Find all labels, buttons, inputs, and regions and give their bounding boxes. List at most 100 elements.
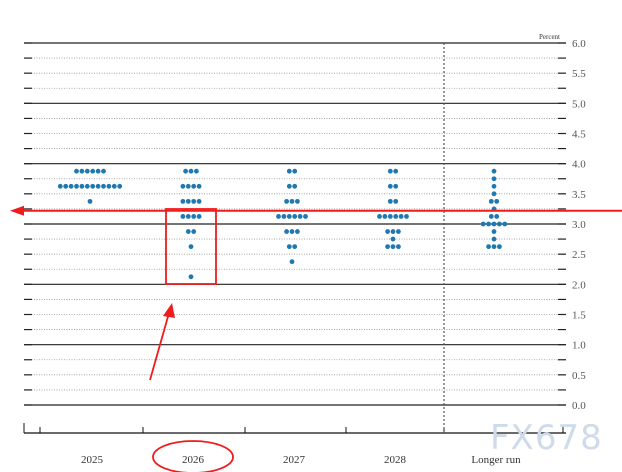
- dot: [502, 221, 508, 227]
- dot: [295, 229, 300, 234]
- dot: [491, 176, 497, 182]
- dot: [390, 236, 396, 242]
- dot: [191, 183, 197, 189]
- dot: [191, 214, 197, 219]
- dot: [286, 214, 292, 219]
- dot: [289, 229, 295, 234]
- dot: [196, 183, 202, 189]
- dot: [79, 168, 85, 174]
- dot: [180, 214, 186, 219]
- dot: [494, 214, 500, 219]
- dot: [488, 198, 494, 204]
- x-tick-label: 2025: [81, 454, 104, 466]
- y-tick-label: 3.5: [572, 189, 586, 201]
- dot: [297, 214, 303, 219]
- dot: [393, 198, 399, 204]
- dot: [292, 244, 298, 250]
- dot: [295, 198, 300, 204]
- dot: [90, 183, 96, 189]
- x-tick-label: Longer run: [471, 454, 521, 466]
- dot: [284, 229, 289, 234]
- dot: [292, 168, 298, 174]
- dot: [491, 244, 497, 250]
- dot: [377, 214, 382, 219]
- dot: [79, 183, 85, 189]
- dot: [387, 198, 393, 204]
- dot: [84, 168, 90, 174]
- y-tick-label: 1.5: [572, 310, 586, 322]
- y-tick-label: 5.5: [572, 68, 586, 80]
- dot: [183, 168, 189, 174]
- dot: [396, 229, 401, 234]
- arrow-shaft: [149, 312, 170, 381]
- y-tick-label: 0.5: [572, 370, 586, 382]
- dot: [286, 244, 292, 250]
- dot: [284, 198, 289, 204]
- dot: [74, 168, 79, 174]
- y-tick-label: 0.0: [572, 400, 586, 412]
- dot: [74, 183, 79, 189]
- y-tick-label: 6.0: [572, 38, 586, 50]
- dot: [180, 198, 186, 204]
- dot: [491, 191, 497, 197]
- y-tick-label: 2.5: [572, 249, 586, 261]
- dot: [286, 168, 292, 174]
- dot: [106, 183, 112, 189]
- dot: [387, 183, 393, 189]
- dot: [87, 198, 93, 204]
- dot: [194, 168, 199, 174]
- dot: [491, 236, 497, 242]
- highlight-box-2026: [165, 208, 217, 285]
- dot: [185, 198, 191, 204]
- arrowhead-left: [10, 205, 24, 216]
- dot: [491, 229, 497, 234]
- arrowhead-up: [163, 303, 175, 318]
- dot: [480, 221, 486, 227]
- dot: [387, 214, 393, 219]
- dot: [393, 168, 399, 174]
- dot: [404, 214, 409, 219]
- x-tick-label: 2027: [283, 454, 306, 466]
- x-tick-label: 2026: [182, 454, 205, 466]
- dot: [185, 183, 191, 189]
- dot: [491, 221, 497, 227]
- dot: [387, 168, 393, 174]
- dot: [289, 259, 295, 265]
- dot: [185, 214, 191, 219]
- dot: [188, 274, 194, 280]
- y-tick-label: 4.5: [572, 129, 586, 141]
- dot: [84, 183, 90, 189]
- dot: [188, 168, 194, 174]
- x-tick-label: 2028: [384, 454, 407, 466]
- dot: [491, 168, 497, 174]
- y-axis-label: Percent: [539, 33, 560, 41]
- dot: [101, 183, 106, 189]
- dot: [292, 183, 298, 189]
- dot: [390, 229, 396, 234]
- dot: [289, 198, 295, 204]
- dot: [292, 214, 298, 219]
- dot: [286, 183, 292, 189]
- dot: [497, 244, 502, 250]
- dot: [398, 214, 404, 219]
- dot: [111, 183, 117, 189]
- dot: [303, 214, 308, 219]
- dot: [63, 183, 69, 189]
- dot: [393, 183, 399, 189]
- y-tick-label: 4.0: [572, 159, 586, 171]
- dot: [191, 198, 197, 204]
- dot: [491, 183, 497, 189]
- dot: [95, 168, 101, 174]
- dot: [494, 198, 500, 204]
- dot: [180, 183, 186, 189]
- dot: [281, 214, 287, 219]
- dot: [390, 244, 396, 250]
- dot: [385, 229, 390, 234]
- y-tick-label: 5.0: [572, 98, 586, 110]
- dot: [68, 183, 74, 189]
- dot: [393, 214, 399, 219]
- dot: [117, 183, 123, 189]
- y-tick-label: 3.0: [572, 219, 586, 231]
